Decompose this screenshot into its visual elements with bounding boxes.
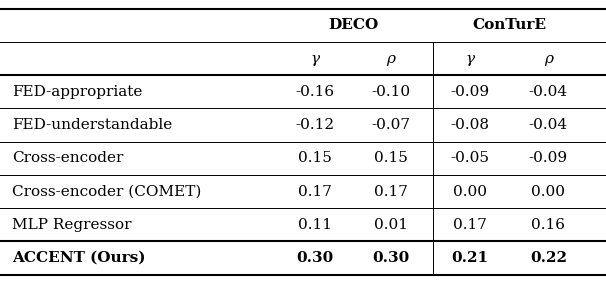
Text: 0.30: 0.30	[372, 251, 410, 265]
Text: 0.15: 0.15	[298, 151, 332, 165]
Text: -0.16: -0.16	[296, 85, 335, 99]
Text: 0.15: 0.15	[374, 151, 408, 165]
Text: -0.09: -0.09	[450, 85, 489, 99]
Text: 0.30: 0.30	[296, 251, 334, 265]
Text: FED-understandable: FED-understandable	[12, 118, 172, 132]
Text: γ: γ	[310, 52, 320, 66]
Text: 0.00: 0.00	[453, 184, 487, 199]
Text: 0.16: 0.16	[531, 218, 565, 232]
Text: 0.11: 0.11	[298, 218, 332, 232]
Text: Cross-encoder: Cross-encoder	[12, 151, 124, 165]
Text: DECO: DECO	[328, 18, 378, 32]
Text: 0.21: 0.21	[451, 251, 488, 265]
Text: -0.04: -0.04	[529, 85, 568, 99]
Text: -0.05: -0.05	[450, 151, 489, 165]
Text: ConTurE: ConTurE	[472, 18, 546, 32]
Text: 0.17: 0.17	[298, 184, 332, 199]
Text: γ: γ	[465, 52, 474, 66]
Text: ρ: ρ	[387, 52, 395, 66]
Text: 0.17: 0.17	[453, 218, 487, 232]
Text: ρ: ρ	[544, 52, 553, 66]
Text: -0.04: -0.04	[529, 118, 568, 132]
Text: -0.12: -0.12	[296, 118, 335, 132]
Text: -0.10: -0.10	[371, 85, 410, 99]
Text: MLP Regressor: MLP Regressor	[12, 218, 132, 232]
Text: Cross-encoder (COMET): Cross-encoder (COMET)	[12, 184, 201, 199]
Text: FED-appropriate: FED-appropriate	[12, 85, 142, 99]
Text: -0.08: -0.08	[450, 118, 489, 132]
Text: -0.09: -0.09	[529, 151, 568, 165]
Text: -0.07: -0.07	[371, 118, 410, 132]
Text: 0.17: 0.17	[374, 184, 408, 199]
Text: 0.22: 0.22	[530, 251, 567, 265]
Text: 0.01: 0.01	[374, 218, 408, 232]
Text: ACCENT (Ours): ACCENT (Ours)	[12, 251, 145, 265]
Text: 0.00: 0.00	[531, 184, 565, 199]
